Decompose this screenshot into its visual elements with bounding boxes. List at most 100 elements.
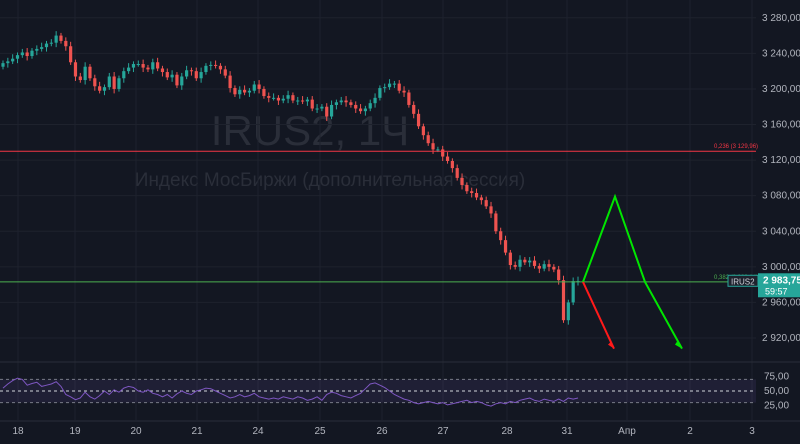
rsi-line bbox=[2, 377, 579, 407]
fib-label: 0,236 (3 129,96) bbox=[714, 144, 758, 150]
axes: 3 280,00 3 240,00 3 200,00 3 160,00 3 120,00… bbox=[0, 13, 800, 437]
countdown-value: 59:57 bbox=[765, 286, 788, 296]
candle-body bbox=[373, 97, 377, 104]
candle-body bbox=[310, 99, 314, 109]
candle-body bbox=[508, 252, 512, 266]
candle-body bbox=[11, 58, 15, 62]
candle-body bbox=[460, 177, 464, 186]
candle-body bbox=[35, 48, 39, 51]
forecast-green-path bbox=[582, 193, 683, 350]
candle-body bbox=[479, 197, 483, 201]
candle-body bbox=[518, 259, 522, 267]
price-axis-label: 3 120,00 bbox=[762, 155, 800, 166]
candle-body bbox=[117, 78, 121, 89]
candle-body bbox=[73, 62, 78, 77]
grid bbox=[0, 0, 756, 420]
candle-body bbox=[566, 302, 570, 321]
forecast-green-arrowhead bbox=[675, 341, 682, 349]
candle-body bbox=[494, 213, 498, 232]
candle-body bbox=[291, 95, 295, 101]
candle-body bbox=[320, 106, 324, 109]
candle-body bbox=[262, 88, 266, 97]
time-axis-label: 27 bbox=[437, 426, 449, 437]
candle-body bbox=[146, 67, 150, 70]
candle-body bbox=[276, 97, 281, 101]
candle-body bbox=[25, 52, 29, 57]
candle-body bbox=[378, 88, 382, 98]
candles bbox=[1, 31, 580, 325]
candle-body bbox=[296, 100, 300, 102]
time-axis-label: 2 bbox=[687, 426, 693, 437]
forecast-drawing[interactable] bbox=[582, 193, 683, 350]
candle-body bbox=[54, 35, 58, 43]
candle-body bbox=[59, 35, 63, 41]
candle-body bbox=[160, 68, 165, 73]
candle-body bbox=[228, 75, 232, 89]
time-axis-label: 28 bbox=[501, 426, 513, 437]
price-box bbox=[758, 273, 800, 298]
candle-body bbox=[242, 89, 247, 93]
candle-body bbox=[281, 98, 285, 101]
price-axis-label: 3 160,00 bbox=[762, 120, 800, 131]
candle-body bbox=[209, 64, 213, 66]
candle-body bbox=[15, 55, 20, 59]
candle-body bbox=[334, 102, 339, 105]
rsi-pane bbox=[0, 361, 800, 407]
candle-body bbox=[20, 52, 24, 56]
candle-body bbox=[402, 90, 406, 93]
candle-body bbox=[107, 76, 111, 88]
time-axis-label: Апр bbox=[618, 426, 636, 437]
candle-body bbox=[83, 66, 87, 81]
candle-body bbox=[329, 104, 334, 117]
candle-body bbox=[354, 104, 358, 109]
candle-body bbox=[315, 108, 319, 110]
candle-body bbox=[368, 103, 372, 109]
candle-body bbox=[6, 61, 10, 64]
candle-body bbox=[218, 65, 223, 70]
candle-body bbox=[88, 66, 92, 79]
candle-body bbox=[416, 113, 421, 127]
candle-body bbox=[431, 143, 435, 150]
price-axis-label: 3 200,00 bbox=[762, 84, 800, 95]
candle-body bbox=[561, 280, 566, 321]
candle-body bbox=[305, 99, 310, 102]
candle-body bbox=[421, 126, 425, 136]
candle-body bbox=[165, 72, 169, 78]
candle-body bbox=[271, 97, 276, 99]
candle-body bbox=[102, 87, 107, 91]
candle-body bbox=[223, 69, 227, 76]
candle-body bbox=[557, 269, 561, 281]
watermark-symbol: IRUS2, 1Ч bbox=[211, 107, 409, 154]
candle-body bbox=[199, 72, 203, 79]
price-axis-label: 3 000,00 bbox=[762, 262, 800, 273]
candle-body bbox=[474, 193, 479, 198]
candle-body bbox=[170, 74, 174, 78]
candle-body bbox=[513, 265, 517, 267]
candle-body bbox=[489, 206, 493, 214]
candle-body bbox=[30, 50, 34, 57]
candle-body bbox=[547, 264, 551, 267]
time-axis-label: 18 bbox=[12, 426, 24, 437]
candle-body bbox=[204, 65, 208, 73]
candle-body bbox=[407, 92, 411, 105]
fib-levels: 0,236 (3 129,96)0,382 (2 983,14) bbox=[0, 144, 758, 283]
candle-body bbox=[175, 74, 179, 86]
candle-body bbox=[69, 46, 73, 63]
candle-body bbox=[64, 40, 68, 47]
candle-body bbox=[49, 42, 53, 44]
time-axis-label: 26 bbox=[376, 426, 388, 437]
candle-body bbox=[387, 83, 392, 88]
candle-body bbox=[189, 70, 194, 72]
price-axis-label: 3 280,00 bbox=[762, 13, 800, 24]
candle-body bbox=[180, 76, 184, 86]
candle-body bbox=[131, 64, 136, 68]
candle-body bbox=[412, 104, 416, 114]
candle-body bbox=[455, 168, 459, 178]
candle-body bbox=[426, 135, 430, 144]
candle-body bbox=[1, 63, 5, 67]
candle-body bbox=[363, 108, 367, 112]
time-axis-label: 19 bbox=[69, 426, 81, 437]
